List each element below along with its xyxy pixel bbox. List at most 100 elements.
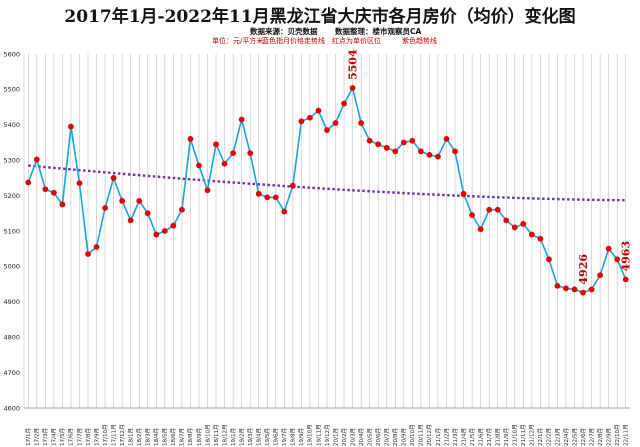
data-point: [144, 210, 151, 217]
x-tick-label: 22/6月: [580, 428, 587, 446]
data-point: [102, 205, 108, 211]
data-point: [179, 206, 185, 213]
data-points: [25, 85, 629, 296]
data-point: [127, 217, 134, 224]
x-tick-label: 22/2月: [546, 428, 553, 446]
x-tick-label: 20/8月: [392, 428, 399, 446]
x-tick-label: 18/10月: [204, 424, 211, 446]
x-tick-label: 21/8月: [495, 428, 502, 446]
y-tick-label: 5500: [3, 86, 20, 94]
data-point: [614, 256, 621, 263]
data-point: [503, 217, 510, 224]
y-tick-label: 4700: [3, 369, 20, 377]
x-tick-label: 19/6月: [273, 428, 280, 446]
x-tick-label: 18/1月: [127, 428, 134, 446]
data-point: [272, 194, 279, 201]
data-point: [366, 137, 373, 144]
chart-title: 2017年1月-2022年11月黑龙江省大庆市各月房价（均价）变化图: [64, 6, 575, 27]
data-point: [264, 194, 271, 201]
x-tick-label: 19/1月: [230, 428, 237, 446]
data-point: [33, 156, 40, 163]
data-point: [93, 244, 100, 250]
x-tick-label: 20/11月: [418, 424, 425, 446]
data-point: [409, 137, 416, 144]
data-point: [76, 180, 83, 187]
x-tick-label: 19/5月: [264, 428, 271, 446]
x-tick-label: 21/11月: [520, 424, 527, 446]
y-tick-label: 5400: [3, 121, 20, 129]
x-tick-label: 18/11月: [213, 424, 220, 446]
data-point: [204, 187, 211, 194]
data-point: [417, 148, 424, 155]
data-point: [161, 228, 168, 234]
data-point: [247, 150, 254, 157]
x-tick-label: 18/8月: [187, 428, 194, 446]
x-tick-label: 19/8月: [290, 428, 297, 446]
x-tick-label: 17/11月: [110, 424, 117, 446]
x-tick-label: 22/10月: [614, 424, 621, 446]
data-point: [68, 123, 74, 130]
x-tick-label: 18/6月: [170, 428, 177, 446]
x-tick-label: 22/11月: [623, 424, 630, 446]
x-tick-label: 21/9月: [503, 428, 510, 446]
x-tick-label: 21/3月: [452, 428, 459, 446]
data-point: [588, 286, 595, 293]
data-point: [196, 162, 202, 169]
x-tick-label: 19/4月: [256, 428, 263, 446]
x-tick-label: 20/6月: [375, 428, 382, 446]
data-point: [435, 153, 441, 160]
data-point: [452, 148, 458, 155]
x-tick-label: 20/2月: [341, 428, 348, 446]
data-point: [511, 224, 518, 231]
data-point: [546, 256, 552, 263]
x-tick-label: 18/12月: [221, 424, 228, 446]
y-axis: 4600 4700 4800 4900 5000 5100 5200 5300 5400 5500…: [3, 50, 20, 412]
x-tick-label: 21/12月: [529, 424, 536, 446]
data-point: [520, 221, 527, 227]
data-point: [571, 286, 578, 293]
data-point: [289, 182, 296, 189]
x-tick-label: 17/3月: [42, 428, 49, 446]
x-tick-label: 20/3月: [349, 428, 356, 446]
data-point: [221, 160, 228, 167]
x-tick-label: 22/7月: [588, 428, 595, 446]
y-tick-label: 5200: [3, 192, 20, 200]
subtitle-text: 数据整理：楼市观察员CA: [335, 26, 422, 36]
data-point: [307, 114, 313, 121]
data-point: [392, 148, 399, 155]
x-tick-label: 21/4月: [460, 428, 467, 446]
data-point: [324, 127, 330, 134]
x-tick-label: 19/7月: [281, 428, 288, 446]
data-point: [358, 120, 365, 126]
data-point: [580, 289, 586, 296]
x-tick-label: 22/3月: [554, 428, 561, 446]
data-point: [119, 198, 126, 204]
data-point: [25, 179, 32, 186]
data-point: [494, 206, 501, 213]
x-tick-label: 21/1月: [435, 428, 442, 446]
data-point: [563, 285, 569, 292]
y-tick-label: 4900: [3, 298, 20, 306]
data-point: [528, 231, 535, 238]
x-tick-label: 21/6月: [477, 428, 484, 446]
x-tick-label: 22/8月: [597, 428, 604, 446]
x-tick-label: 22/4月: [563, 428, 570, 446]
data-point: [443, 136, 450, 142]
data-point: [537, 235, 544, 242]
grid: [23, 54, 627, 408]
data-point: [383, 144, 390, 151]
x-tick-label: 19/3月: [247, 428, 254, 446]
x-tick-label: 17/4月: [51, 428, 58, 446]
x-tick-label: 18/2月: [136, 428, 143, 446]
x-tick-label: 19/11月: [315, 424, 322, 446]
data-point: [136, 198, 143, 204]
y-tick-label: 5600: [3, 50, 20, 58]
data-point: [426, 151, 433, 158]
data-point: [597, 272, 604, 279]
data-point: [281, 208, 288, 215]
x-tick-label: 19/2月: [238, 428, 245, 446]
data-point: [477, 226, 484, 233]
x-tick-label: 20/1月: [332, 428, 339, 446]
data-point: [213, 141, 219, 148]
